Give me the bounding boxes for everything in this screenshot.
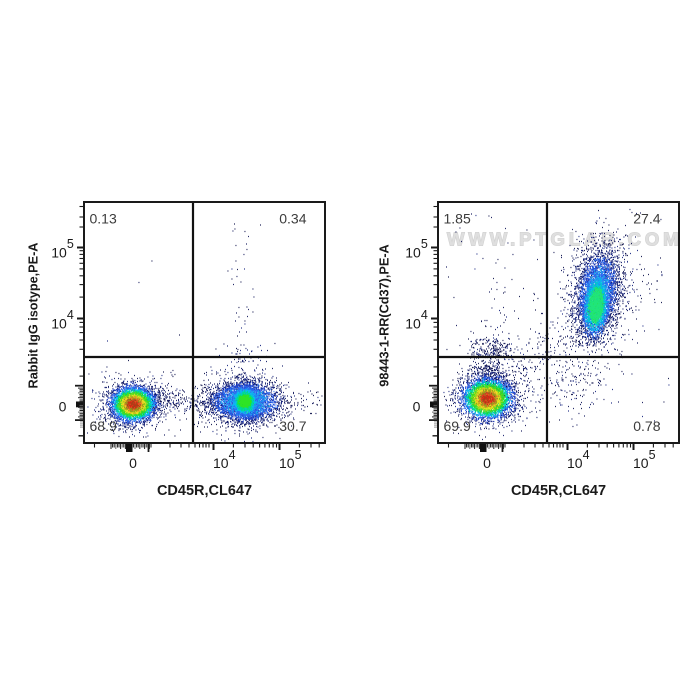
svg-text:30.7: 30.7: [279, 418, 306, 434]
svg-text:69.9: 69.9: [444, 418, 471, 434]
svg-text:Rabbit IgG isotype,PE-A: Rabbit IgG isotype,PE-A: [27, 243, 41, 389]
svg-text:0.13: 0.13: [90, 211, 117, 227]
svg-text:0: 0: [129, 455, 137, 471]
svg-text:WWW.PTGLAB.COM: WWW.PTGLAB.COM: [447, 229, 682, 250]
svg-text:0: 0: [413, 398, 421, 414]
svg-text:27.4: 27.4: [633, 211, 660, 227]
svg-text:CD45R,CL647: CD45R,CL647: [157, 483, 252, 499]
svg-text:1.85: 1.85: [444, 211, 471, 227]
svg-text:CD45R,CL647: CD45R,CL647: [511, 483, 606, 499]
svg-text:68.9: 68.9: [90, 418, 117, 434]
svg-text:0: 0: [59, 398, 67, 414]
svg-text:98443-1-RR(Cd37),PE-A: 98443-1-RR(Cd37),PE-A: [378, 244, 392, 386]
svg-text:0.78: 0.78: [633, 418, 660, 434]
svg-text:0.34: 0.34: [279, 211, 306, 227]
svg-text:0: 0: [483, 455, 491, 471]
